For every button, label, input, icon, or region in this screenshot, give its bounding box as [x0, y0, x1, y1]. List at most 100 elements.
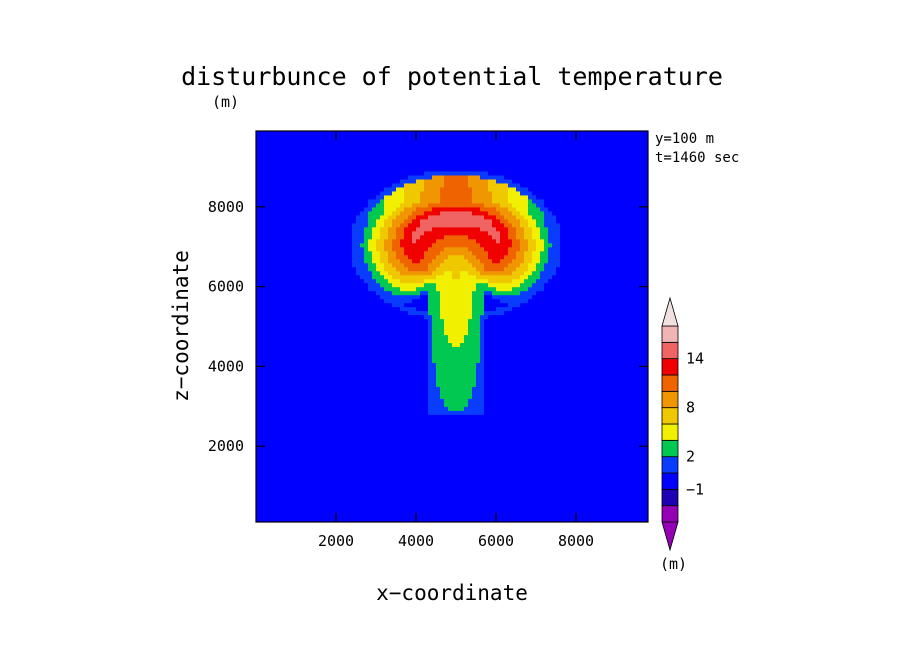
contour-cell	[440, 186, 473, 192]
contour-cell	[432, 206, 481, 212]
contour-cell	[256, 166, 648, 172]
contour-cell	[492, 294, 533, 300]
contour-cell	[524, 234, 533, 240]
contour-cell	[536, 290, 648, 296]
contour-cell	[380, 258, 389, 264]
contour-cell	[520, 190, 533, 196]
contour-cell	[256, 214, 357, 220]
contour-cell	[508, 230, 517, 236]
contour-cell	[548, 258, 561, 264]
y-tick-label: 2000	[208, 437, 244, 455]
contour-cell	[412, 234, 421, 240]
contour-cell	[352, 242, 361, 248]
contour-cell	[536, 218, 545, 224]
contour-cell	[256, 490, 648, 495]
contour-cell	[472, 290, 485, 296]
contour-cell	[472, 262, 485, 268]
contour-cell	[472, 306, 485, 312]
contour-cell	[256, 470, 648, 475]
contour-cell	[536, 246, 545, 252]
contour-cell	[376, 262, 385, 268]
colorbar-segment	[661, 341, 679, 360]
contour-cell	[396, 214, 409, 220]
contour-cell	[256, 458, 648, 463]
contour-cell	[492, 218, 501, 224]
contour-cell	[440, 262, 473, 268]
contour-cell	[472, 210, 489, 216]
contour-cell	[420, 290, 429, 296]
contour-cell	[368, 198, 381, 204]
contour-cell	[256, 202, 369, 208]
contour-cell	[444, 258, 469, 264]
contour-cell	[544, 222, 561, 228]
contour-cell	[256, 242, 353, 248]
contour-cell	[384, 246, 393, 252]
contour-cell	[512, 258, 525, 264]
contour-cell	[464, 338, 481, 344]
contour-cell	[484, 318, 648, 324]
contour-cell	[560, 234, 648, 240]
contour-cell	[256, 518, 648, 522]
contour-cell	[428, 330, 433, 336]
contour-cell	[480, 358, 485, 364]
contour-cell	[400, 270, 433, 276]
x-axis-label: x−coordinate	[376, 581, 528, 605]
contour-cell	[472, 198, 493, 204]
contour-cell	[256, 310, 409, 316]
contour-cell	[532, 250, 541, 256]
contour-cell	[372, 270, 381, 276]
contour-cell	[424, 282, 437, 288]
contour-cell	[484, 326, 648, 332]
contour-cell	[524, 258, 533, 264]
contour-cell	[424, 210, 441, 216]
contour-cell	[388, 270, 401, 276]
contour-cell	[360, 242, 369, 248]
contour-cell	[428, 402, 445, 407]
contour-cell	[412, 218, 421, 224]
contour-cell	[424, 178, 445, 184]
contour-cell	[256, 138, 648, 144]
contour-cell	[448, 334, 465, 340]
contour-cell	[436, 370, 477, 375]
contour-cell	[528, 186, 648, 192]
contour-cell	[548, 238, 561, 244]
contour-cell	[544, 210, 553, 216]
contour-cell	[508, 262, 521, 268]
contour-cell	[408, 214, 417, 220]
contour-cell	[544, 266, 557, 272]
contour-cell	[472, 310, 485, 316]
contour-cell	[368, 246, 377, 252]
contour-cell	[256, 162, 648, 168]
contour-cell	[484, 214, 497, 220]
contour-cell	[480, 270, 513, 276]
contour-cell	[484, 406, 648, 411]
contour-cell	[360, 210, 369, 216]
contour-cell	[380, 294, 421, 300]
contour-cell	[428, 214, 485, 220]
contour-cell	[500, 234, 509, 240]
contour-cell	[432, 358, 481, 364]
contour-cell	[532, 230, 541, 236]
contour-cell	[484, 390, 648, 395]
contour-cell	[476, 282, 489, 288]
contour-cell	[508, 246, 521, 252]
contour-cell	[256, 226, 353, 232]
contour-cell	[496, 226, 509, 232]
contour-cell	[512, 210, 521, 216]
contour-cell	[560, 258, 648, 264]
contour-cell	[384, 202, 401, 208]
contour-cell	[372, 230, 381, 236]
contour-cell	[500, 230, 509, 236]
contour-cell	[480, 258, 493, 264]
contour-cell	[256, 398, 429, 403]
contour-cell	[480, 322, 485, 328]
contour-cell	[256, 514, 648, 519]
contour-cell	[256, 322, 429, 328]
contour-cell	[384, 210, 393, 216]
contour-cell	[468, 258, 481, 264]
contour-cell	[504, 222, 513, 228]
contour-cell	[256, 498, 648, 503]
contour-cell	[396, 226, 405, 232]
contour-cell	[508, 206, 517, 212]
